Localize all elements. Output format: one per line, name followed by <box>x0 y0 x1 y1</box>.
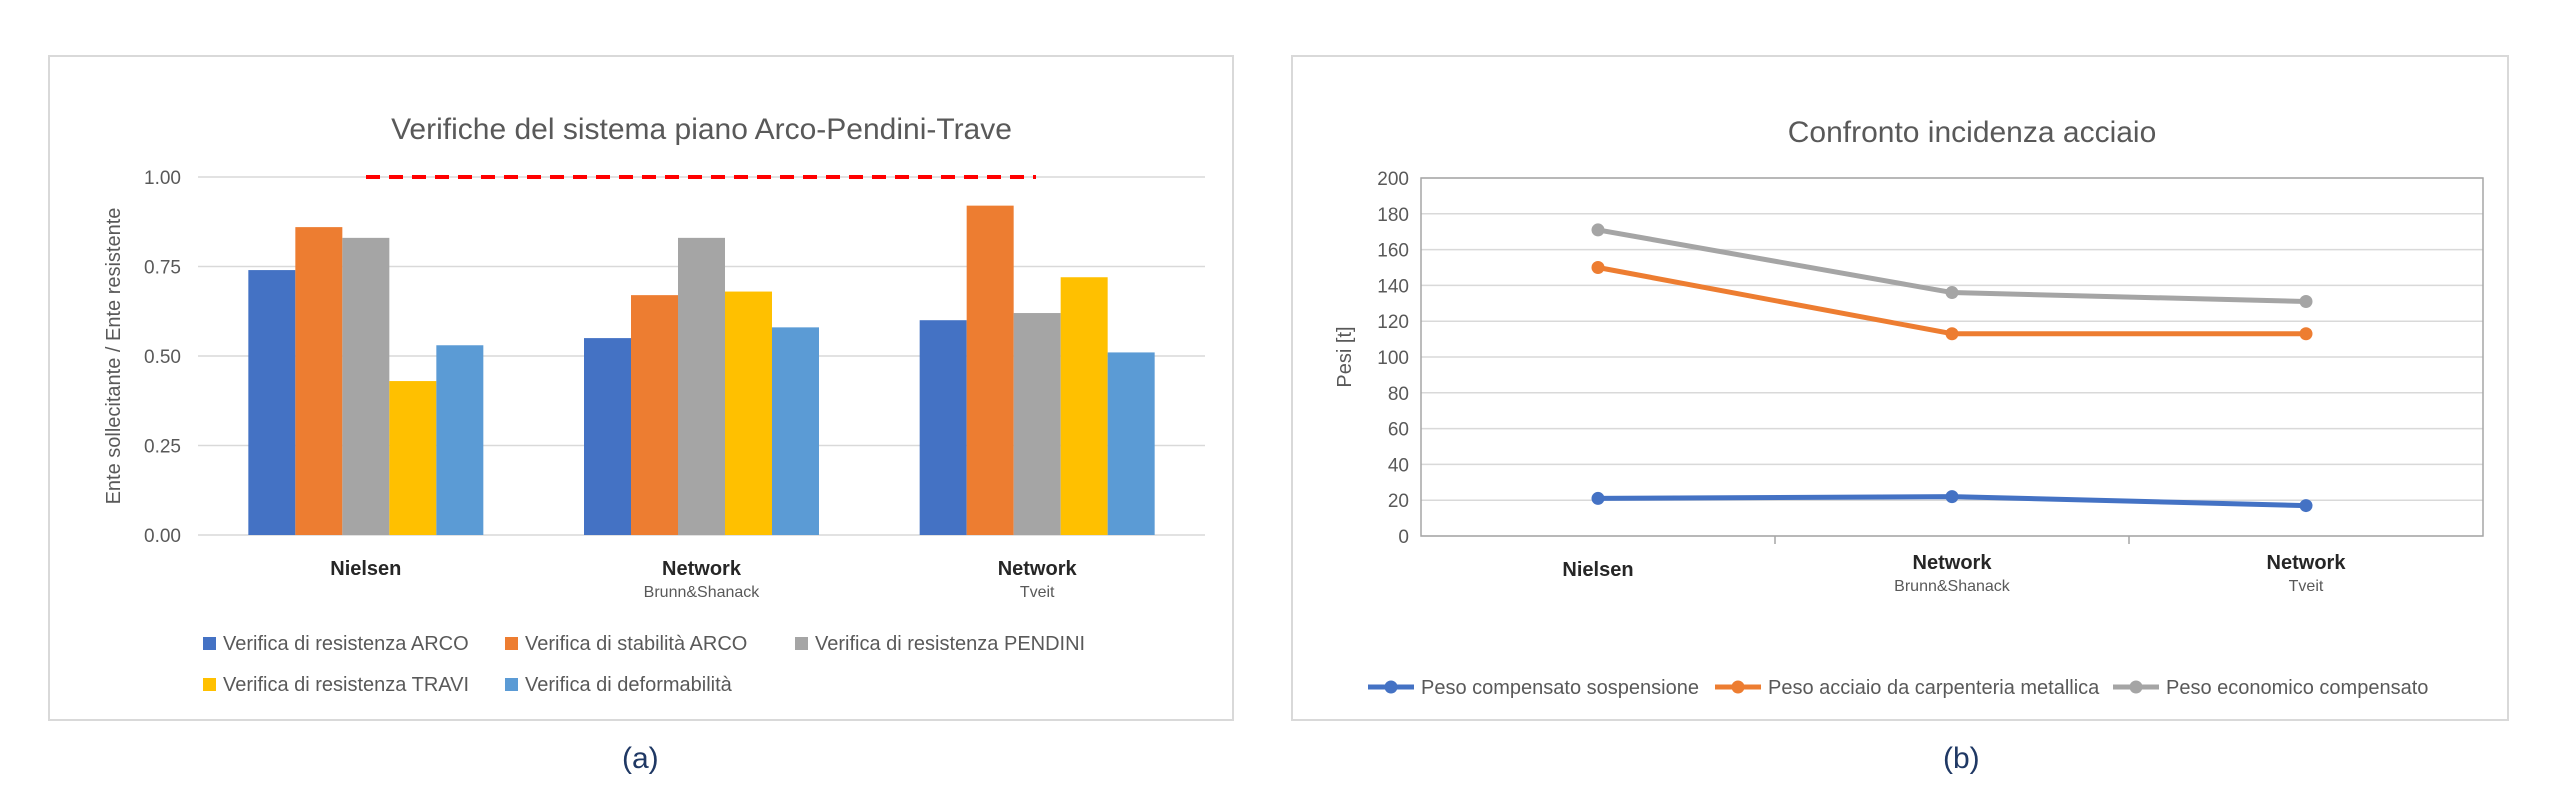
caption-b: (b) <box>1943 742 1980 775</box>
x-category-label: Nielsen <box>1562 559 1633 581</box>
y-axis-label: Pesi [t] <box>1334 326 1356 387</box>
legend-marker <box>2129 680 2143 694</box>
bar-4-1 <box>389 381 437 535</box>
chart-title: Confronto incidenza acciaio <box>1788 116 2157 149</box>
y-tick-label: 200 <box>1377 169 1409 190</box>
x-category-label: Network <box>1913 552 1993 574</box>
data-point-1-3 <box>2299 499 2313 513</box>
plot-area-border <box>1420 177 2484 537</box>
bar-4-2 <box>725 291 772 535</box>
y-tick-label: 120 <box>1377 312 1409 333</box>
y-tick-label: 0.25 <box>144 437 181 458</box>
line-chart-svg: Confronto incidenza acciaio 0 20 40 60 80 100 1… <box>1334 116 2484 699</box>
x-category-label: Nielsen <box>330 558 401 580</box>
line-chart-panel: Confronto incidenza acciaio 0 20 40 60 80 100 1… <box>1291 55 2509 721</box>
data-point-3-2 <box>1945 286 1959 300</box>
data-point-2-3 <box>2299 327 2313 341</box>
data-point-2-2 <box>1945 327 1959 341</box>
bar-1-2 <box>584 338 631 535</box>
y-tick-label: 1.00 <box>144 168 181 189</box>
bar-chart-svg: Verifiche del sistema piano Arco-Pendini… <box>103 113 1205 696</box>
bar-2-1 <box>295 227 343 535</box>
legend-swatch <box>203 637 216 650</box>
data-point-1-1 <box>1591 491 1605 505</box>
data-point-3-3 <box>2299 295 2313 309</box>
x-category-sublabel: Brunn&Shanack <box>644 584 761 601</box>
legend-marker <box>1731 680 1745 694</box>
bar-3-3 <box>1013 313 1061 535</box>
y-tick-label: 160 <box>1377 241 1409 262</box>
y-axis-label: Ente sollecitante / Ente resistente <box>103 208 125 505</box>
y-tick-label: 80 <box>1388 384 1409 405</box>
y-tick-label: 100 <box>1377 348 1409 369</box>
data-point-1-2 <box>1945 490 1959 504</box>
y-tick-label: 20 <box>1388 491 1409 512</box>
x-category-sublabel: Brunn&Shanack <box>1894 578 2011 595</box>
y-tick-label: 180 <box>1377 205 1409 226</box>
bar-5-2 <box>772 327 819 535</box>
y-tick-label: 0.75 <box>144 258 181 279</box>
chart-title: Verifiche del sistema piano Arco-Pendini… <box>391 113 1012 146</box>
legend-swatch <box>505 637 518 650</box>
bar-5-1 <box>436 345 484 535</box>
legend-label: Verifica di deformabilità <box>525 674 733 696</box>
bar-3-2 <box>678 237 725 536</box>
y-tick-label: 0.00 <box>144 526 181 547</box>
data-point-3-1 <box>1591 223 1605 237</box>
bar-5-3 <box>1107 352 1155 535</box>
bar-2-2 <box>631 295 678 535</box>
data-point-2-1 <box>1591 261 1605 274</box>
x-category-label: Network <box>2267 552 2347 574</box>
legend-marker <box>1384 680 1398 694</box>
bar-1-1 <box>248 270 296 535</box>
caption-a: (a) <box>622 742 659 775</box>
legend-label: Peso compensato sospensione <box>1421 677 1699 699</box>
bar-2-3 <box>966 205 1014 535</box>
bar-3-1 <box>342 237 390 536</box>
y-tick-label: 0.50 <box>144 347 181 368</box>
legend-label: Verifica di resistenza TRAVI <box>223 674 469 696</box>
bar-chart-panel: Verifiche del sistema piano Arco-Pendini… <box>48 55 1234 721</box>
x-category-sublabel: Tveit <box>1020 584 1055 601</box>
legend-swatch <box>203 678 216 691</box>
legend-label: Verifica di resistenza ARCO <box>223 633 469 655</box>
bar-4-3 <box>1060 277 1108 535</box>
legend-swatch <box>505 678 518 691</box>
legend-swatch <box>795 637 808 650</box>
y-tick-label: 40 <box>1388 455 1409 476</box>
bar-1-3 <box>919 320 967 535</box>
legend-label: Peso economico compensato <box>2166 677 2428 699</box>
legend-label: Verifica di stabilità ARCO <box>525 633 747 655</box>
x-category-label: Network <box>662 558 742 580</box>
y-tick-label: 60 <box>1388 420 1409 441</box>
x-category-sublabel: Tveit <box>2289 578 2324 595</box>
y-tick-label: 140 <box>1377 276 1409 297</box>
legend-label: Verifica di resistenza PENDINI <box>815 633 1085 655</box>
legend-label: Peso acciaio da carpenteria metallica <box>1768 677 2100 699</box>
y-tick-label: 0 <box>1398 527 1409 548</box>
x-category-label: Network <box>998 558 1078 580</box>
